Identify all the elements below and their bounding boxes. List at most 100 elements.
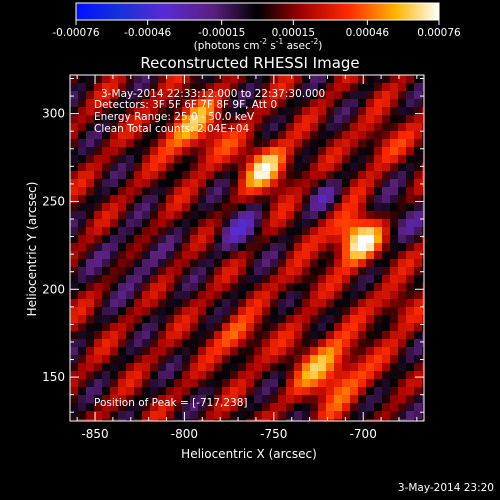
heatmap-cell <box>126 179 135 188</box>
heatmap-cell <box>358 395 367 404</box>
heatmap-cell <box>366 355 375 364</box>
heatmap-cell <box>302 163 311 172</box>
heatmap-cell <box>142 203 151 212</box>
heatmap-cell <box>366 371 375 380</box>
heatmap-cell <box>358 323 367 332</box>
heatmap-cell <box>126 299 135 308</box>
heatmap-cell <box>334 387 343 396</box>
heatmap-cell <box>70 307 79 316</box>
heatmap-cell <box>382 179 391 188</box>
heatmap-cell <box>278 411 287 420</box>
heatmap-cell <box>174 91 183 100</box>
heatmap-cell <box>334 395 343 404</box>
heatmap-cell <box>134 243 143 252</box>
heatmap-cell <box>278 115 287 124</box>
heatmap-cell <box>254 283 263 292</box>
heatmap-cell <box>142 219 151 228</box>
heatmap-cell <box>254 99 263 108</box>
heatmap-cell <box>246 379 255 388</box>
heatmap-cell <box>366 83 375 92</box>
heatmap-cell <box>358 275 367 284</box>
heatmap-cell <box>214 403 223 412</box>
heatmap-cell <box>366 307 375 316</box>
heatmap-cell <box>350 123 359 132</box>
heatmap-cell <box>198 155 207 164</box>
heatmap-cell <box>166 323 175 332</box>
heatmap-cell <box>366 75 375 84</box>
heatmap-cell <box>102 179 111 188</box>
heatmap-cell <box>262 411 271 420</box>
heatmap-cell <box>278 355 287 364</box>
heatmap-cell <box>358 219 367 228</box>
heatmap-cell <box>286 235 295 244</box>
heatmap-cell <box>182 227 191 236</box>
heatmap-cell <box>182 275 191 284</box>
annotation-peak-position: Position of Peak = [-717,238] <box>94 397 248 409</box>
heatmap-cell <box>318 315 327 324</box>
heatmap-cell <box>198 331 207 340</box>
heatmap-cell <box>246 323 255 332</box>
heatmap-cell <box>230 115 239 124</box>
annotation-energy-range: Energy Range: 25.0 - 50.0 keV <box>94 111 255 123</box>
heatmap-cell <box>382 347 391 356</box>
heatmap-cell <box>126 75 135 84</box>
heatmap-cell <box>190 219 199 228</box>
heatmap-cell <box>302 115 311 124</box>
heatmap-cell <box>294 363 303 372</box>
heatmap-cell <box>262 291 271 300</box>
heatmap-cell <box>382 275 391 284</box>
heatmap-cell <box>70 339 79 348</box>
heatmap-cell <box>342 243 351 252</box>
heatmap-cell <box>294 371 303 380</box>
heatmap-cell <box>366 131 375 140</box>
heatmap-cell <box>70 235 79 244</box>
heatmap-cell <box>182 195 191 204</box>
heatmap-cell <box>382 395 391 404</box>
heatmap-cell <box>118 379 127 388</box>
heatmap-cell <box>158 259 167 268</box>
heatmap-cell <box>318 411 327 420</box>
heatmap-cell <box>206 219 215 228</box>
colorbar-tick-label: 0.00046 <box>346 27 390 39</box>
heatmap-cell <box>102 131 111 140</box>
heatmap-cell <box>270 259 279 268</box>
heatmap-cell <box>86 227 95 236</box>
heatmap-cell <box>190 387 199 396</box>
heatmap-cell <box>278 403 287 412</box>
heatmap-cell <box>262 75 271 84</box>
heatmap-cell <box>334 75 343 84</box>
heatmap-cell <box>198 203 207 212</box>
heatmap-cell <box>150 291 159 300</box>
heatmap-cell <box>110 379 119 388</box>
heatmap-cell <box>270 395 279 404</box>
heatmap-cell <box>350 387 359 396</box>
heatmap-cell <box>78 75 87 84</box>
heatmap-cell <box>398 339 407 348</box>
heatmap-cell <box>358 371 367 380</box>
heatmap-cell <box>118 115 127 124</box>
heatmap-cell <box>222 91 231 100</box>
heatmap-cell <box>398 331 407 340</box>
heatmap-cell <box>174 99 183 108</box>
heatmap-cell <box>182 339 191 348</box>
heatmap-cell <box>310 307 319 316</box>
heatmap-cell <box>78 347 87 356</box>
heatmap-cell <box>294 83 303 92</box>
heatmap-cell <box>158 243 167 252</box>
heatmap-cell <box>382 99 391 108</box>
heatmap-cell <box>342 395 351 404</box>
heatmap-cell <box>318 171 327 180</box>
heatmap-cell <box>318 371 327 380</box>
heatmap-cell <box>86 379 95 388</box>
heatmap-cell <box>286 363 295 372</box>
heatmap-cell <box>318 419 327 421</box>
heatmap-cell <box>134 155 143 164</box>
heatmap-cell <box>238 147 247 156</box>
heatmap-cell <box>174 267 183 276</box>
heatmap-cell <box>222 267 231 276</box>
heatmap-cell <box>310 123 319 132</box>
heatmap-cell <box>310 355 319 364</box>
heatmap-cell <box>374 291 383 300</box>
heatmap-cell <box>366 203 375 212</box>
heatmap-cell <box>246 75 255 84</box>
